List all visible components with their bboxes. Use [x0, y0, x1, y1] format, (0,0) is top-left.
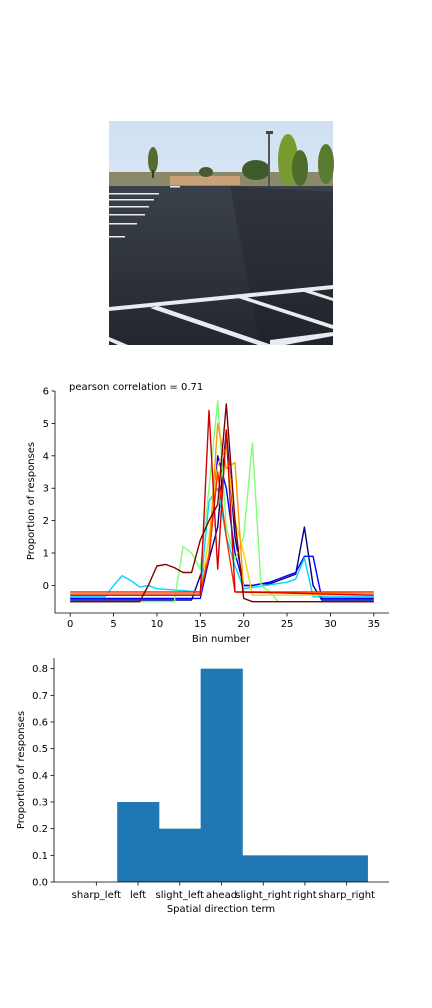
line-chart-x-axis: 0 5 10 15 20 25 30 35 [55, 612, 389, 630]
bar-chart-plot-area [117, 668, 368, 882]
y-tick-label: 0.1 [32, 851, 48, 862]
y-tick-label: 3 [43, 484, 49, 495]
x-axis-label: Bin number [192, 634, 251, 645]
parking-lot-photo [109, 121, 334, 345]
line-chart: pearson correlation = 0.71 0 5 10 15 20 25 30 3… [26, 382, 389, 645]
bar-sharp_right [325, 855, 368, 882]
bar-chart: sharp_left left slight_left aheadslight_rig… [16, 658, 389, 915]
x-tick-label: 0 [67, 619, 73, 630]
y-axis-label: Proportion of responses [16, 711, 27, 829]
y-tick-label: 2 [43, 516, 49, 527]
y-tick-label: 0.7 [32, 691, 48, 702]
series-line-4 [70, 445, 374, 596]
y-tick-label: 0.4 [32, 771, 48, 782]
bar-ahead [200, 668, 243, 882]
series-line-8 [70, 403, 374, 603]
x-tick-label: 5 [110, 619, 116, 630]
x-tick-label: left [130, 890, 146, 901]
bar-chart-x-axis: sharp_left left slight_left aheadslight_rig… [54, 881, 389, 901]
bar-chart-y-axis: 0.0 0.1 0.2 0.3 0.4 0.5 0.6 0.7 0.8 [32, 658, 55, 889]
x-tick-label: 30 [324, 619, 337, 630]
y-tick-label: 0.5 [32, 744, 48, 755]
y-tick-label: 0.0 [32, 878, 48, 889]
x-tick-label: sharp_left [72, 890, 121, 901]
x-tick-label: sharp_right [318, 890, 375, 901]
x-tick-label: 15 [194, 619, 207, 630]
y-tick-label: 0.3 [32, 798, 48, 809]
y-tick-label: 0.8 [32, 664, 48, 675]
x-tick-label: 20 [237, 619, 250, 630]
bar-slight_right [242, 855, 285, 882]
y-tick-label: 1 [43, 549, 49, 560]
bar-right [284, 855, 327, 882]
y-axis-label: Proportion of responses [26, 442, 37, 560]
y-tick-label: 0.2 [32, 824, 48, 835]
line-chart-y-axis: 0 1 2 3 4 5 6 [43, 387, 56, 613]
x-tick-label: ahead [206, 890, 237, 901]
x-tick-label: slight_right [235, 890, 291, 901]
x-tick-label: 10 [151, 619, 164, 630]
bar-slight_left [158, 828, 202, 882]
x-tick-label: right [293, 890, 317, 901]
chart-title: pearson correlation = 0.71 [69, 382, 203, 393]
x-tick-label: 25 [281, 619, 294, 630]
series-line-3 [70, 400, 374, 603]
x-tick-label: 35 [367, 619, 380, 630]
y-tick-label: 0 [43, 581, 49, 592]
line-chart-plot-area [70, 400, 374, 603]
x-axis-label: Spatial direction term [167, 904, 275, 915]
bar-left [117, 802, 160, 882]
y-tick-label: 6 [43, 387, 49, 398]
x-tick-label: slight_left [155, 890, 204, 901]
y-tick-label: 0.6 [32, 718, 48, 729]
series-line-2 [70, 487, 374, 598]
y-tick-label: 5 [43, 419, 49, 430]
y-tick-label: 4 [43, 451, 49, 462]
series-line-7 [70, 409, 374, 596]
